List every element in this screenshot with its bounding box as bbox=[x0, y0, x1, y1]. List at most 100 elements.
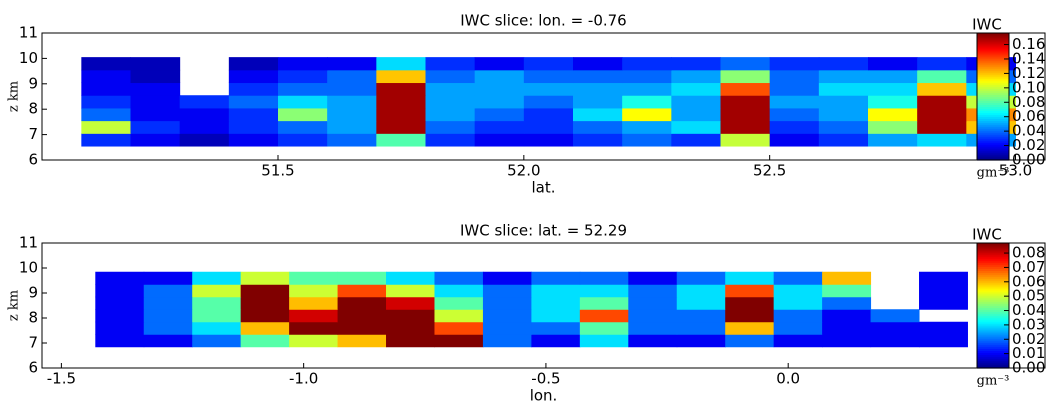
heat-cell bbox=[531, 334, 581, 348]
heat-cell bbox=[192, 271, 242, 285]
heat-cell bbox=[769, 57, 820, 71]
plot-frame bbox=[41, 32, 1046, 161]
colorbar-frame bbox=[976, 242, 1010, 369]
colorbar-swatch bbox=[977, 274, 1009, 277]
heat-cell bbox=[579, 271, 629, 285]
y-axis-label: z km bbox=[7, 81, 22, 112]
heat-cell bbox=[337, 271, 387, 285]
colorbar-swatch bbox=[977, 124, 1009, 127]
heat-cell bbox=[720, 69, 771, 84]
colorbar-swatch bbox=[977, 311, 1009, 314]
colorbar-label: IWC bbox=[972, 226, 1002, 244]
heat-cell bbox=[822, 334, 872, 348]
colorbar-swatch bbox=[977, 154, 1009, 157]
heat-cell bbox=[327, 57, 377, 71]
colorbar-swatch bbox=[977, 72, 1009, 76]
heat-cell bbox=[130, 107, 181, 122]
colorbar-swatch bbox=[977, 313, 1009, 316]
colorbar-swatch bbox=[977, 282, 1009, 285]
heat-cell bbox=[523, 95, 574, 109]
colorbar-swatch bbox=[977, 38, 1009, 42]
colorbar-swatch bbox=[977, 36, 1009, 40]
colorbar-swatch bbox=[977, 358, 1009, 361]
colorbar-swatch bbox=[977, 348, 1009, 352]
heat-cell bbox=[228, 133, 279, 147]
y-tick-label: 9 bbox=[28, 284, 38, 302]
heat-cell bbox=[725, 271, 775, 285]
heat-cell bbox=[671, 120, 721, 134]
heat-cell bbox=[179, 120, 230, 134]
heat-cell bbox=[228, 95, 279, 109]
heat-cell bbox=[434, 309, 484, 323]
heat-cell bbox=[327, 82, 377, 96]
colorbar-swatch bbox=[977, 328, 1009, 332]
colorbar-swatch bbox=[977, 362, 1009, 365]
x-axis-label: lon. bbox=[530, 387, 558, 405]
heat-cell bbox=[769, 120, 820, 134]
heat-cell bbox=[676, 271, 726, 285]
y-tick-label: 6 bbox=[28, 151, 38, 169]
heat-cell bbox=[240, 284, 290, 298]
heat-cell bbox=[376, 82, 426, 96]
colorbar-tick-label: 0.02 bbox=[1012, 136, 1045, 154]
colorbar-swatch bbox=[977, 64, 1009, 68]
heat-cell bbox=[376, 57, 426, 71]
colorbar-tick-label: 0.05 bbox=[1012, 287, 1045, 305]
heat-cell bbox=[671, 95, 721, 109]
heat-cell bbox=[579, 296, 629, 310]
heat-cell bbox=[192, 296, 242, 310]
heat-cell bbox=[289, 296, 339, 310]
colorbar-swatch bbox=[977, 342, 1009, 346]
colorbar-swatch bbox=[977, 356, 1009, 359]
colorbar-tick-label: 0.04 bbox=[1012, 301, 1045, 319]
heat-cell bbox=[474, 57, 525, 71]
y-tick-label: 8 bbox=[28, 309, 38, 327]
heat-cell bbox=[531, 296, 581, 310]
heat-cell bbox=[130, 69, 181, 84]
heat-cell bbox=[327, 133, 377, 147]
heat-cell bbox=[573, 133, 623, 147]
heat-cell bbox=[628, 296, 678, 310]
heat-cell bbox=[240, 334, 290, 348]
colorbar-swatch bbox=[977, 315, 1009, 318]
heat-cell bbox=[671, 57, 721, 71]
colorbar-swatch bbox=[977, 112, 1009, 115]
colorbar-swatch bbox=[977, 138, 1009, 141]
heat-cell bbox=[482, 271, 532, 285]
heat-cell bbox=[579, 284, 629, 298]
colorbar-swatch bbox=[977, 303, 1009, 307]
heat-cell bbox=[769, 82, 820, 96]
heat-cell bbox=[531, 271, 581, 285]
heat-cell bbox=[579, 309, 629, 323]
colorbar-swatch bbox=[977, 118, 1009, 121]
colorbar-swatch bbox=[977, 84, 1009, 88]
heat-cell bbox=[192, 284, 242, 298]
heat-cell bbox=[95, 284, 145, 298]
heat-cell bbox=[523, 120, 574, 134]
heat-cell bbox=[531, 321, 581, 335]
heat-cell bbox=[130, 82, 181, 96]
colorbar-swatch bbox=[977, 258, 1009, 262]
heat-cell bbox=[720, 107, 771, 122]
colorbar-swatch bbox=[977, 134, 1009, 137]
colorbar-label: IWC bbox=[972, 16, 1002, 34]
heat-cell bbox=[130, 133, 181, 147]
heat-cell bbox=[192, 321, 242, 335]
heat-cell bbox=[143, 309, 193, 323]
colorbar-swatch bbox=[977, 295, 1009, 299]
colorbar-swatch bbox=[977, 82, 1009, 86]
heat-cell bbox=[523, 82, 574, 96]
colorbar-swatch bbox=[977, 46, 1009, 50]
colorbar-swatch bbox=[977, 128, 1009, 131]
heat-cell bbox=[773, 271, 823, 285]
heat-cell bbox=[289, 309, 339, 323]
heat-cell bbox=[289, 334, 339, 348]
heat-cell bbox=[228, 120, 279, 134]
colorbar-swatch bbox=[977, 110, 1009, 113]
colorbar-swatch bbox=[977, 272, 1009, 275]
heat-cell bbox=[474, 69, 525, 84]
heat-cell bbox=[818, 107, 869, 122]
colorbar-tick-label: 0.08 bbox=[1012, 93, 1045, 111]
x-tick-label: 53.0 bbox=[999, 162, 1032, 180]
